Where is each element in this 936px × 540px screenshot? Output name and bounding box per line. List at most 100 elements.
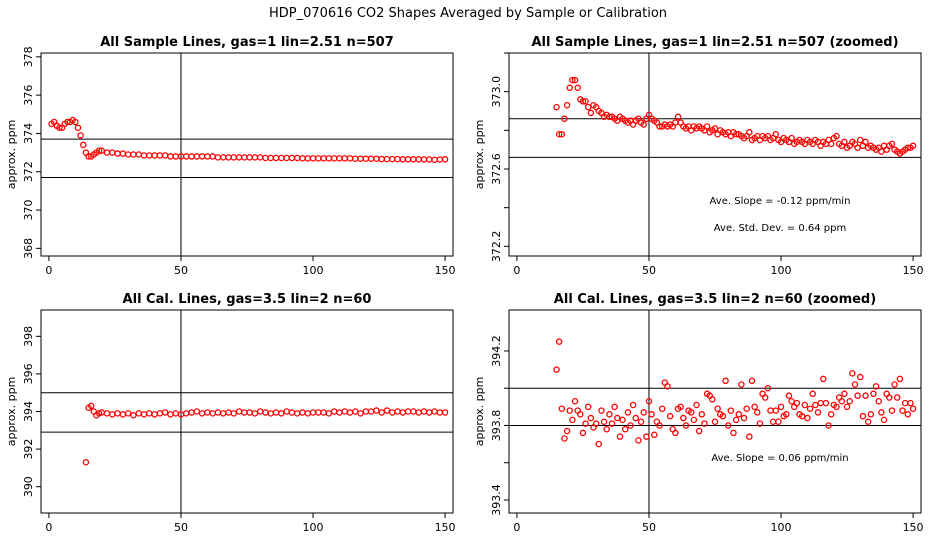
data-point xyxy=(616,433,624,440)
data-point xyxy=(230,410,238,417)
data-point xyxy=(809,390,816,398)
data-point xyxy=(672,429,679,437)
data-point xyxy=(167,411,174,418)
data-point xyxy=(341,408,348,415)
data-point xyxy=(569,416,576,424)
x-tick-label: 50 xyxy=(642,264,656,277)
data-point xyxy=(553,366,560,373)
data-point xyxy=(606,113,613,121)
data-point xyxy=(172,153,179,160)
data-point xyxy=(587,414,595,422)
data-point xyxy=(72,118,79,126)
data-point xyxy=(775,418,782,425)
chart-title: All Cal. Lines, gas=3.5 lin=2 n=60 (zoom… xyxy=(554,292,876,307)
x-tick-label: 50 xyxy=(174,264,188,277)
data-point xyxy=(288,409,296,416)
data-point xyxy=(825,422,832,429)
y-tick-label: 393.8 xyxy=(490,410,503,442)
data-point xyxy=(198,153,206,160)
data-point xyxy=(151,152,158,159)
data-point xyxy=(566,407,573,414)
data-point xyxy=(299,155,306,162)
data-point xyxy=(904,144,912,151)
data-point xyxy=(862,392,869,399)
data-point xyxy=(804,414,811,422)
data-point xyxy=(711,418,719,425)
data-point xyxy=(587,109,595,117)
data-point xyxy=(278,154,285,162)
data-point xyxy=(293,154,301,162)
y-tick-label: 372.6 xyxy=(490,153,503,185)
data-point xyxy=(362,155,370,162)
y-axis-label: approx. ppm xyxy=(5,377,18,447)
data-point xyxy=(577,411,584,418)
data-point xyxy=(701,420,708,427)
data-point xyxy=(251,154,259,161)
data-point xyxy=(772,407,779,414)
data-point xyxy=(907,399,914,407)
data-point xyxy=(764,384,772,392)
data-point xyxy=(404,156,412,163)
data-point xyxy=(695,427,703,435)
data-point xyxy=(672,119,679,126)
data-point xyxy=(251,410,259,417)
data-point xyxy=(346,409,354,416)
data-point xyxy=(909,405,917,412)
x-tick-label: 150 xyxy=(435,264,456,277)
plot-frame xyxy=(40,52,454,257)
data-point xyxy=(619,416,626,424)
data-point xyxy=(146,152,153,159)
x-tick-label: 150 xyxy=(903,521,924,534)
data-point xyxy=(198,410,206,417)
data-point xyxy=(864,418,872,425)
data-point xyxy=(820,375,827,383)
data-point xyxy=(262,154,269,162)
data-point xyxy=(788,134,795,142)
data-point xyxy=(394,155,401,163)
data-point xyxy=(341,155,348,162)
data-point xyxy=(735,411,743,418)
chart-title: All Cal. Lines, gas=3.5 lin=2 n=60 xyxy=(123,292,372,307)
data-point xyxy=(415,409,422,416)
data-point xyxy=(555,338,563,345)
data-point xyxy=(378,409,385,416)
x-tick-label: 150 xyxy=(903,264,924,277)
data-point xyxy=(235,408,243,415)
x-tick-label: 100 xyxy=(303,521,324,534)
data-point xyxy=(857,373,864,381)
data-point xyxy=(293,410,301,417)
data-point xyxy=(857,136,864,144)
data-point xyxy=(637,418,645,425)
data-point xyxy=(851,381,859,388)
data-point xyxy=(299,409,306,416)
data-point xyxy=(740,414,748,422)
y-tick-label: 392 xyxy=(22,439,35,460)
data-point xyxy=(383,155,391,163)
data-point xyxy=(146,410,153,417)
data-point xyxy=(309,155,317,162)
data-point xyxy=(441,409,449,416)
data-point xyxy=(722,377,729,385)
data-point xyxy=(352,155,359,162)
data-point xyxy=(267,410,275,417)
data-point xyxy=(193,153,201,160)
y-tick-label: 390 xyxy=(22,476,35,497)
data-point xyxy=(886,394,893,401)
data-point xyxy=(645,398,653,405)
data-point xyxy=(315,155,322,162)
y-tick-label: 372 xyxy=(22,161,35,182)
annotation-text: Ave. Std. Dev. = 0.64 ppm xyxy=(714,223,846,234)
annotation-text: Ave. Slope = -0.12 ppm/min xyxy=(710,196,851,207)
data-point xyxy=(320,155,327,162)
data-point xyxy=(785,392,793,399)
y-tick-label: 374 xyxy=(22,123,35,144)
data-point xyxy=(555,130,563,138)
data-point xyxy=(82,458,90,466)
data-point xyxy=(862,138,869,146)
data-point xyxy=(814,409,822,416)
data-point xyxy=(367,155,375,162)
y-tick-label: 373.0 xyxy=(490,76,503,108)
plot-frame xyxy=(508,309,922,514)
data-point xyxy=(756,420,764,427)
data-point xyxy=(822,399,830,407)
